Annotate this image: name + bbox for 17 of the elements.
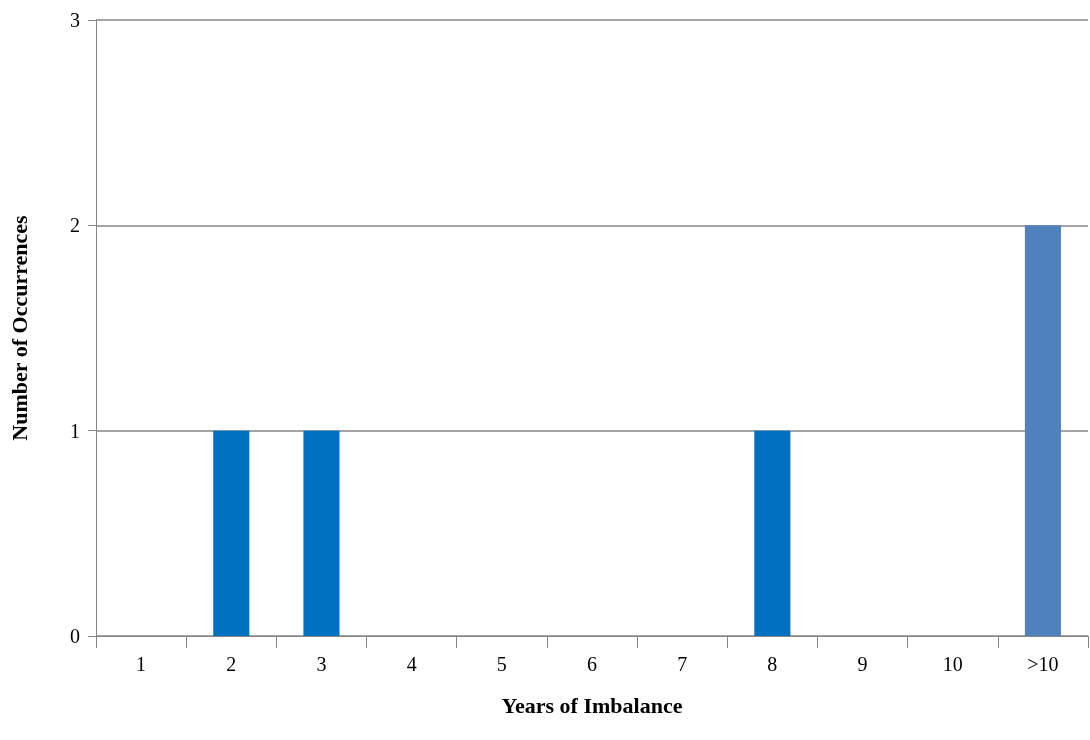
x-tick-label: 10 bbox=[942, 653, 963, 675]
x-tick-label: 1 bbox=[136, 653, 147, 675]
x-tick-label: >10 bbox=[1027, 653, 1059, 675]
x-tick-label: 5 bbox=[496, 653, 507, 675]
x-tick-label: 8 bbox=[767, 653, 778, 675]
x-tick-label: 4 bbox=[406, 653, 417, 675]
y-tick-label: 1 bbox=[70, 419, 80, 442]
y-tick-label: 0 bbox=[70, 625, 80, 647]
x-tick-label: 6 bbox=[587, 653, 597, 675]
x-tick-label: 2 bbox=[226, 653, 237, 675]
x-tick-label: 9 bbox=[857, 653, 868, 675]
y-tick-label: 2 bbox=[70, 214, 80, 237]
x-tick-label: 7 bbox=[677, 653, 688, 675]
x-tick-label: 3 bbox=[316, 653, 327, 675]
y-axis-title: Number of Occurrences bbox=[6, 214, 32, 441]
x-axis-title: Years of Imbalance bbox=[501, 692, 683, 718]
y-tick-label: 3 bbox=[70, 9, 80, 31]
